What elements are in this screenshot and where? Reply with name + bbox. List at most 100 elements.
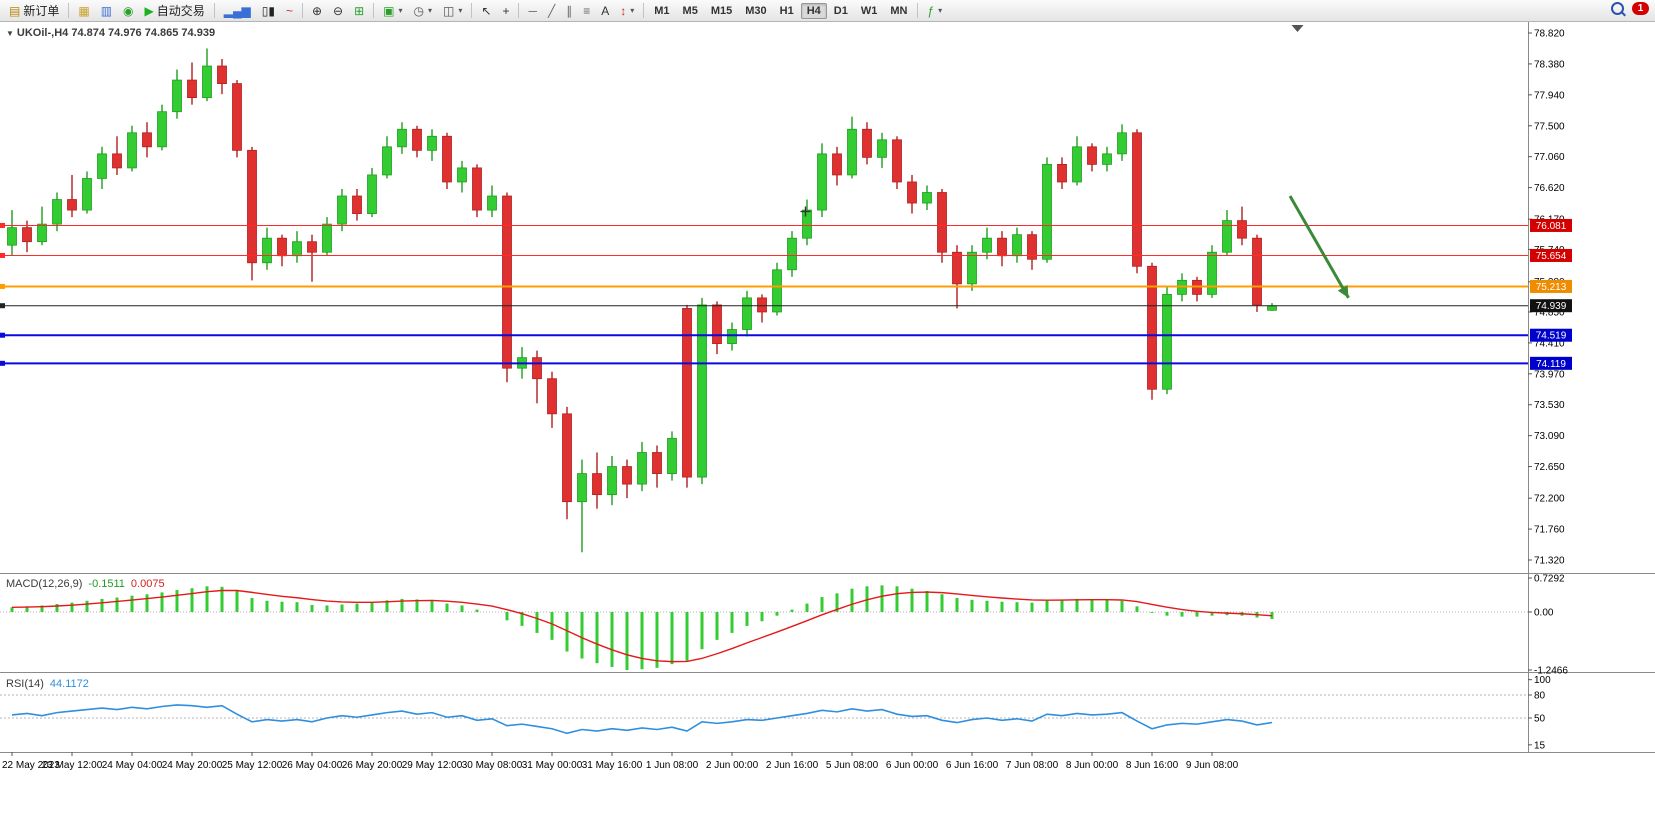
indicators-button[interactable]: ƒ ▾	[922, 3, 947, 19]
svg-text:5 Jun 08:00: 5 Jun 08:00	[826, 760, 879, 771]
zoom-out-button[interactable]: ⊖	[328, 3, 348, 19]
cursor-button[interactable]: ↖	[476, 3, 496, 19]
line-chart-button[interactable]: ~	[281, 3, 298, 19]
cursor-icon: ↖	[481, 3, 492, 18]
svg-text:50: 50	[1534, 714, 1546, 725]
play-icon: ▶	[144, 3, 154, 18]
svg-text:0.00: 0.00	[1534, 607, 1554, 618]
crosshair-icon: +	[502, 3, 510, 18]
svg-text:100: 100	[1534, 675, 1551, 686]
period-menu-button[interactable]: ◷ ▾	[409, 3, 438, 19]
tile-windows-button[interactable]: ⊞	[349, 3, 369, 19]
toolbar-separator	[68, 3, 70, 18]
svg-text:73.090: 73.090	[1534, 431, 1565, 442]
doc-plus-icon: ▤	[9, 3, 21, 18]
timeframe-MN[interactable]: MN	[890, 4, 908, 17]
chevron-down-icon[interactable]: ▾	[458, 6, 463, 15]
svg-text:8 Jun 00:00: 8 Jun 00:00	[1066, 760, 1119, 771]
chevron-down-icon[interactable]: ▾	[398, 6, 403, 15]
profiles-button[interactable]: ▦	[73, 3, 94, 19]
new-order-button[interactable]: ▤ 新订单	[4, 0, 64, 21]
timeframe-M30[interactable]: M30	[745, 4, 767, 17]
chevron-down-icon[interactable]: ▾	[938, 6, 943, 15]
timeframe-M15[interactable]: M15	[710, 4, 733, 17]
navigator-button[interactable]: ◉	[118, 3, 138, 19]
candles-icon: ▯▮	[261, 3, 275, 18]
timeframe-M5[interactable]: M5	[682, 4, 698, 17]
svg-text:8 Jun 16:00: 8 Jun 16:00	[1126, 760, 1179, 771]
chart-shift-marker[interactable]	[1291, 25, 1304, 32]
notification-badge[interactable]: 1	[1632, 2, 1649, 15]
toolbar-group: ↖ +	[476, 3, 514, 19]
svg-text:73.970: 73.970	[1534, 369, 1565, 380]
svg-text:74.519: 74.519	[1536, 331, 1567, 342]
timeframe-W1[interactable]: W1	[860, 4, 878, 17]
toolbar-separator	[471, 3, 473, 18]
toolbar-group: M1 M5 M15 M30 H1 H4 D1 W1 MN	[648, 2, 913, 19]
svg-text:74.410: 74.410	[1534, 338, 1565, 349]
svg-text:6 Jun 16:00: 6 Jun 16:00	[946, 760, 999, 771]
svg-text:31 May 16:00: 31 May 16:00	[582, 760, 643, 771]
crosshair-button[interactable]: +	[497, 3, 514, 19]
autotrade-button-label: 自动交易	[156, 4, 205, 18]
price-chart-svg[interactable]: 78.82078.38077.94077.50077.06076.62076.1…	[0, 22, 1655, 827]
candlestick-chart-button[interactable]: ▯▮	[257, 3, 280, 19]
bar-chart-button[interactable]: ▂▄▆	[219, 3, 256, 19]
clock-icon: ◷	[413, 3, 425, 18]
svg-text:-1.2466: -1.2466	[1534, 666, 1568, 677]
charts-window-button[interactable]: ▥	[96, 3, 117, 19]
price-label-76.081	[1530, 218, 1572, 232]
svg-text:72.650: 72.650	[1534, 462, 1565, 473]
toolbar-group: ─ ╱ ∥ ≡ A ↕ ▾	[523, 3, 639, 19]
svg-text:24 May 04:00: 24 May 04:00	[102, 760, 163, 771]
rsi-line	[11, 704, 1273, 735]
price-axis[interactable]: 78.82078.38077.94077.50077.06076.62076.1…	[1528, 29, 1572, 567]
hline-tool-button[interactable]: ─	[523, 3, 542, 19]
trendline-tool-button[interactable]: ╱	[543, 3, 560, 19]
linechart-icon: ~	[285, 3, 293, 18]
trend-arrow-annotation[interactable]	[1288, 195, 1350, 299]
svg-text:26 May 04:00: 26 May 04:00	[282, 760, 343, 771]
toolbar-separator	[917, 3, 919, 18]
snapshot-button[interactable]: ◫ ▾	[438, 3, 467, 19]
new-chart-button[interactable]: ▣ ▾	[378, 3, 407, 19]
arrows-tool-button[interactable]: ↕ ▾	[615, 3, 639, 19]
svg-text:78.380: 78.380	[1534, 59, 1565, 70]
zoom-in-button[interactable]: ⊕	[307, 3, 327, 19]
hline-icon: ─	[528, 3, 537, 18]
price-label-74.119	[1530, 356, 1572, 370]
rsi-panel[interactable]: 100 80 50 15	[0, 675, 1551, 751]
timeframe-M1[interactable]: M1	[654, 4, 670, 17]
search-icon[interactable]	[1611, 2, 1624, 15]
macd-panel[interactable]: 0.7292 0.00 -1.2466	[0, 574, 1568, 677]
chevron-down-icon[interactable]: ▾	[630, 6, 635, 15]
fibo-icon: ≡	[583, 3, 591, 18]
chart-window: 78.82078.38077.94077.50077.06076.62076.1…	[0, 22, 1655, 827]
fibonacci-tool-button[interactable]: ≡	[578, 3, 595, 19]
svg-text:0.7292: 0.7292	[1534, 574, 1565, 585]
toolbar-group: ▦ ▥ ◉ ▶ 自动交易	[73, 0, 209, 21]
toolbar-separator	[518, 3, 520, 18]
svg-text:22 May 2023: 22 May 2023	[2, 760, 60, 771]
candlesticks[interactable]	[7, 48, 1277, 553]
chevron-down-icon[interactable]: ▾	[428, 6, 433, 15]
trendline-icon: ╱	[547, 3, 556, 18]
svg-text:1 Jun 08:00: 1 Jun 08:00	[646, 760, 699, 771]
channel-tool-button[interactable]: ∥	[561, 3, 577, 19]
toolbar-separator	[643, 3, 645, 18]
new-chart-icon: ▣	[383, 3, 395, 18]
chart-background	[0, 22, 1655, 827]
svg-text:31 May 00:00: 31 May 00:00	[522, 760, 583, 771]
timeframe-D1[interactable]: D1	[833, 4, 848, 17]
plus-marker-annotation[interactable]	[800, 206, 811, 217]
svg-text:72.200: 72.200	[1534, 494, 1565, 505]
text-tool-button[interactable]: A	[596, 3, 614, 19]
svg-text:77.500: 77.500	[1534, 121, 1565, 132]
timeframe-H1[interactable]: H1	[779, 4, 794, 17]
svg-text:24 May 20:00: 24 May 20:00	[162, 760, 223, 771]
autotrade-button[interactable]: ▶ 自动交易	[140, 0, 210, 21]
price-label-75.213	[1530, 279, 1572, 293]
timeframe-H4[interactable]: H4	[800, 2, 827, 19]
price-lines[interactable]	[0, 222, 1528, 366]
